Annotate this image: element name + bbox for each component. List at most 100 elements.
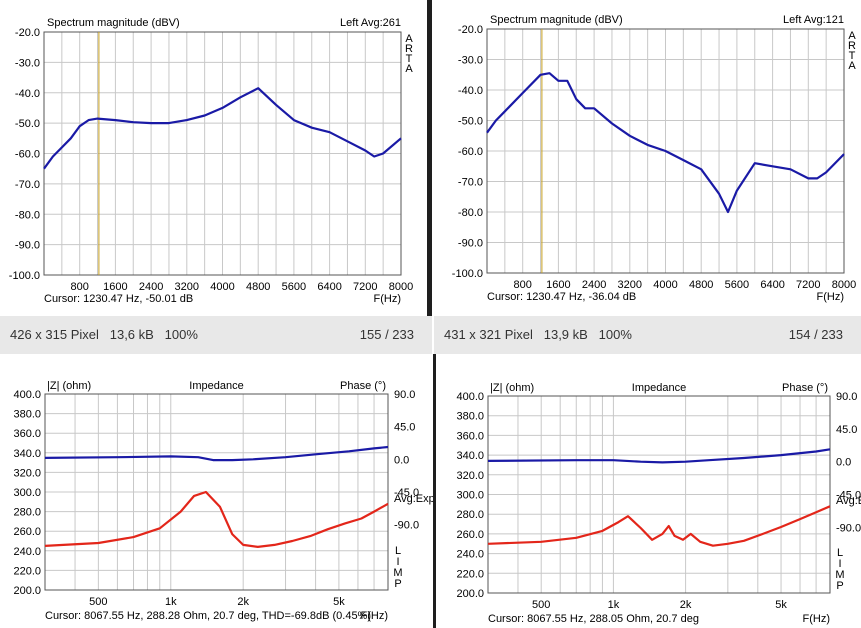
x-tick-label: 500 (532, 599, 550, 611)
spectrum-line (43, 87, 402, 170)
x-tick-label: 1600 (546, 279, 570, 291)
y-tick-label: 400.0 (13, 389, 41, 401)
x-tick-label: 5k (775, 599, 787, 611)
plot-frame (44, 393, 389, 591)
status-bar-right: 431 x 321 Pixel 13,9 kB 100% 154 / 233 (434, 316, 861, 354)
impedance-line (487, 505, 831, 547)
phase-tick-label: -90.0 (836, 522, 861, 534)
x-tick-label: 1600 (103, 281, 127, 293)
x-axis-label: F(Hz) (803, 613, 831, 625)
x-tick-label: 2400 (582, 279, 606, 291)
left-axis-title: |Z| (ohm) (490, 382, 534, 394)
side-label-letter: R (405, 43, 413, 55)
cursor-readout: Cursor: 1230.47 Hz, -50.01 dB (44, 293, 193, 305)
avg-label: Avg:E (836, 495, 861, 507)
phase-line (44, 445, 389, 462)
chart-title: Spectrum magnitude (dBV) (490, 14, 623, 26)
phase-tick-label: -90.0 (394, 520, 419, 532)
x-tick-label: 8000 (832, 279, 856, 291)
y-tick-label: 260.0 (13, 526, 41, 538)
x-tick-label: 2k (237, 596, 249, 608)
y-tick-label: 280.0 (13, 507, 41, 519)
x-tick-label: 6400 (760, 279, 784, 291)
side-label-letter: A (848, 60, 856, 72)
phase-tick-label: 90.0 (836, 391, 857, 403)
plot-frame (487, 395, 831, 594)
image-counter-left: 155 / 233 (359, 327, 414, 342)
y-tick-label: 240.0 (456, 549, 484, 561)
cursor-readout: Cursor: 1230.47 Hz, -36.04 dB (487, 291, 636, 303)
y-tick-label: 240.0 (13, 546, 41, 558)
x-axis-label: F(Hz) (361, 610, 389, 622)
chart-title: Impedance (632, 382, 686, 394)
side-label-letter: I (838, 558, 841, 570)
x-axis-label: F(Hz) (374, 293, 402, 305)
center-divider-bottom (433, 354, 436, 628)
x-tick-label: 800 (514, 279, 532, 291)
y-tick-label: 200.0 (456, 588, 484, 600)
phase-tick-label: 45.0 (836, 424, 857, 436)
x-tick-label: 7200 (353, 281, 377, 293)
side-label-letter: L (395, 545, 401, 557)
center-divider-top (427, 0, 432, 316)
y-tick-label: 220.0 (456, 568, 484, 580)
x-tick-label: 800 (71, 281, 89, 293)
y-tick-label: 320.0 (456, 470, 484, 482)
chart-title: Impedance (189, 380, 243, 392)
y-tick-label: 320.0 (13, 467, 41, 479)
x-axis-label: F(Hz) (817, 291, 845, 303)
phase-tick-label: 90.0 (394, 389, 415, 401)
side-label-letter: T (849, 50, 856, 62)
side-label-letter: R (848, 40, 856, 52)
y-tick-label: -80.0 (458, 207, 483, 219)
y-tick-label: -20.0 (458, 24, 483, 36)
y-tick-label: 340.0 (456, 450, 484, 462)
x-tick-label: 7200 (796, 279, 820, 291)
left-axis-title: |Z| (ohm) (47, 380, 91, 392)
channel-avg-label: Left Avg:261 (340, 17, 401, 29)
y-tick-label: 400.0 (456, 391, 484, 403)
y-tick-label: -40.0 (15, 88, 40, 100)
phase-tick-label: -45.0 (836, 490, 861, 502)
x-tick-label: 2k (680, 599, 692, 611)
image-info-left: 426 x 315 Pixel 13,6 kB 100% (10, 327, 198, 342)
avg-label: Avg:Exp (394, 493, 435, 505)
status-bar-left: 426 x 315 Pixel 13,6 kB 100% 155 / 233 (0, 316, 432, 354)
x-tick-label: 5k (333, 596, 345, 608)
y-tick-label: 380.0 (456, 411, 484, 423)
side-label-letter: A (405, 33, 413, 45)
y-tick-label: 260.0 (456, 529, 484, 541)
y-tick-label: -60.0 (458, 146, 483, 158)
side-label-letter: P (836, 580, 843, 592)
y-tick-label: -50.0 (15, 118, 40, 130)
x-tick-label: 5600 (725, 279, 749, 291)
y-tick-label: 380.0 (13, 409, 41, 421)
y-tick-label: -100.0 (9, 270, 40, 282)
phase-tick-label: -45.0 (394, 487, 419, 499)
side-label-letter: M (393, 567, 402, 579)
x-tick-label: 500 (89, 596, 107, 608)
chart-title: Spectrum magnitude (dBV) (47, 17, 180, 29)
impedance-line (44, 490, 389, 549)
x-tick-label: 5600 (282, 281, 306, 293)
y-tick-label: -30.0 (15, 57, 40, 69)
right-axis-title: Phase (°) (782, 382, 828, 394)
y-tick-label: -90.0 (458, 238, 483, 250)
y-tick-label: -80.0 (15, 209, 40, 221)
side-label-letter: A (405, 63, 413, 75)
image-counter-right: 154 / 233 (788, 327, 843, 342)
side-label-letter: A (848, 30, 856, 42)
channel-avg-label: Left Avg:121 (783, 14, 844, 26)
cursor-readout: Cursor: 8067.55 Hz, 288.05 Ohm, 20.7 deg (488, 613, 699, 625)
y-tick-label: -100.0 (452, 268, 483, 280)
cursor-readout: Cursor: 8067.55 Hz, 288.28 Ohm, 20.7 deg… (45, 610, 371, 622)
x-tick-label: 4000 (653, 279, 677, 291)
side-label-letter: P (394, 578, 401, 590)
side-label-letter: M (835, 569, 844, 581)
y-tick-label: -60.0 (15, 149, 40, 161)
plot-frame (486, 28, 845, 274)
phase-line (487, 448, 831, 464)
x-tick-label: 1k (165, 596, 177, 608)
y-tick-label: -20.0 (15, 27, 40, 39)
